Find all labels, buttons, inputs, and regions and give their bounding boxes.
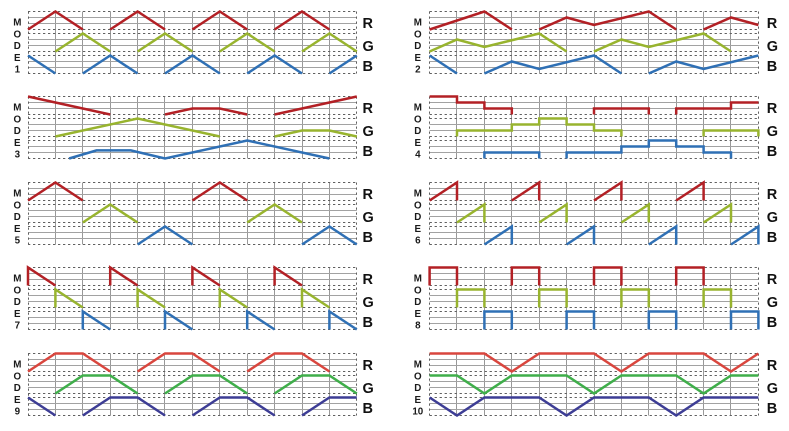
svg-text:R: R [767,187,778,203]
svg-text:R: R [363,16,374,32]
svg-text:R: R [363,187,374,203]
svg-text:B: B [767,230,777,246]
svg-text:D: D [414,383,421,394]
svg-text:D: D [14,297,21,308]
svg-text:10: 10 [412,407,423,418]
svg-text:O: O [414,371,422,382]
svg-text:R: R [767,101,778,117]
svg-text:O: O [414,29,422,40]
svg-text:R: R [767,358,778,374]
svg-text:M: M [414,103,422,114]
svg-text:B: B [767,401,777,417]
svg-text:D: D [414,297,421,308]
svg-text:E: E [14,309,21,320]
svg-text:6: 6 [415,236,421,247]
svg-text:O: O [13,114,21,125]
svg-text:O: O [414,285,422,296]
svg-text:E: E [415,53,422,64]
svg-text:B: B [767,59,777,75]
svg-text:G: G [363,39,374,55]
svg-text:O: O [13,285,21,296]
svg-text:E: E [415,224,422,235]
svg-text:M: M [414,189,422,200]
svg-text:5: 5 [15,236,21,247]
svg-text:R: R [767,16,778,32]
svg-text:R: R [363,101,374,117]
svg-text:D: D [14,126,21,137]
svg-text:M: M [13,18,21,29]
svg-text:7: 7 [15,321,21,332]
svg-text:D: D [14,41,21,52]
svg-text:E: E [415,309,422,320]
svg-text:D: D [414,41,421,52]
svg-text:E: E [415,395,422,406]
svg-text:3: 3 [15,150,21,161]
svg-text:O: O [13,200,21,211]
svg-text:D: D [14,212,21,223]
svg-text:R: R [767,272,778,288]
svg-text:G: G [767,124,778,140]
svg-text:M: M [414,18,422,29]
svg-text:G: G [363,295,374,311]
svg-text:G: G [767,39,778,55]
svg-text:O: O [13,371,21,382]
svg-text:B: B [363,59,373,75]
svg-text:G: G [363,124,374,140]
svg-text:B: B [363,401,373,417]
svg-text:M: M [13,360,21,371]
svg-text:D: D [414,212,421,223]
svg-text:R: R [363,358,374,374]
svg-text:D: D [14,383,21,394]
svg-text:M: M [13,189,21,200]
svg-text:G: G [767,295,778,311]
svg-text:E: E [14,224,21,235]
svg-text:9: 9 [15,407,21,418]
svg-text:G: G [363,210,374,226]
svg-text:O: O [414,114,422,125]
svg-text:E: E [14,53,21,64]
svg-text:1: 1 [15,65,21,76]
svg-text:O: O [414,200,422,211]
svg-text:O: O [13,29,21,40]
svg-text:E: E [14,138,21,149]
svg-text:G: G [767,210,778,226]
svg-text:G: G [363,381,374,397]
svg-text:B: B [767,144,777,160]
svg-text:2: 2 [415,65,421,76]
svg-text:M: M [13,274,21,285]
svg-text:B: B [363,230,373,246]
svg-text:R: R [363,272,374,288]
svg-text:G: G [767,381,778,397]
svg-text:B: B [363,144,373,160]
svg-text:B: B [767,315,777,331]
svg-text:E: E [14,395,21,406]
svg-text:B: B [363,315,373,331]
svg-text:M: M [13,103,21,114]
svg-text:D: D [414,126,421,137]
svg-text:M: M [414,360,422,371]
svg-text:8: 8 [415,321,421,332]
svg-text:M: M [414,274,422,285]
svg-text:4: 4 [415,150,421,161]
svg-text:E: E [415,138,422,149]
